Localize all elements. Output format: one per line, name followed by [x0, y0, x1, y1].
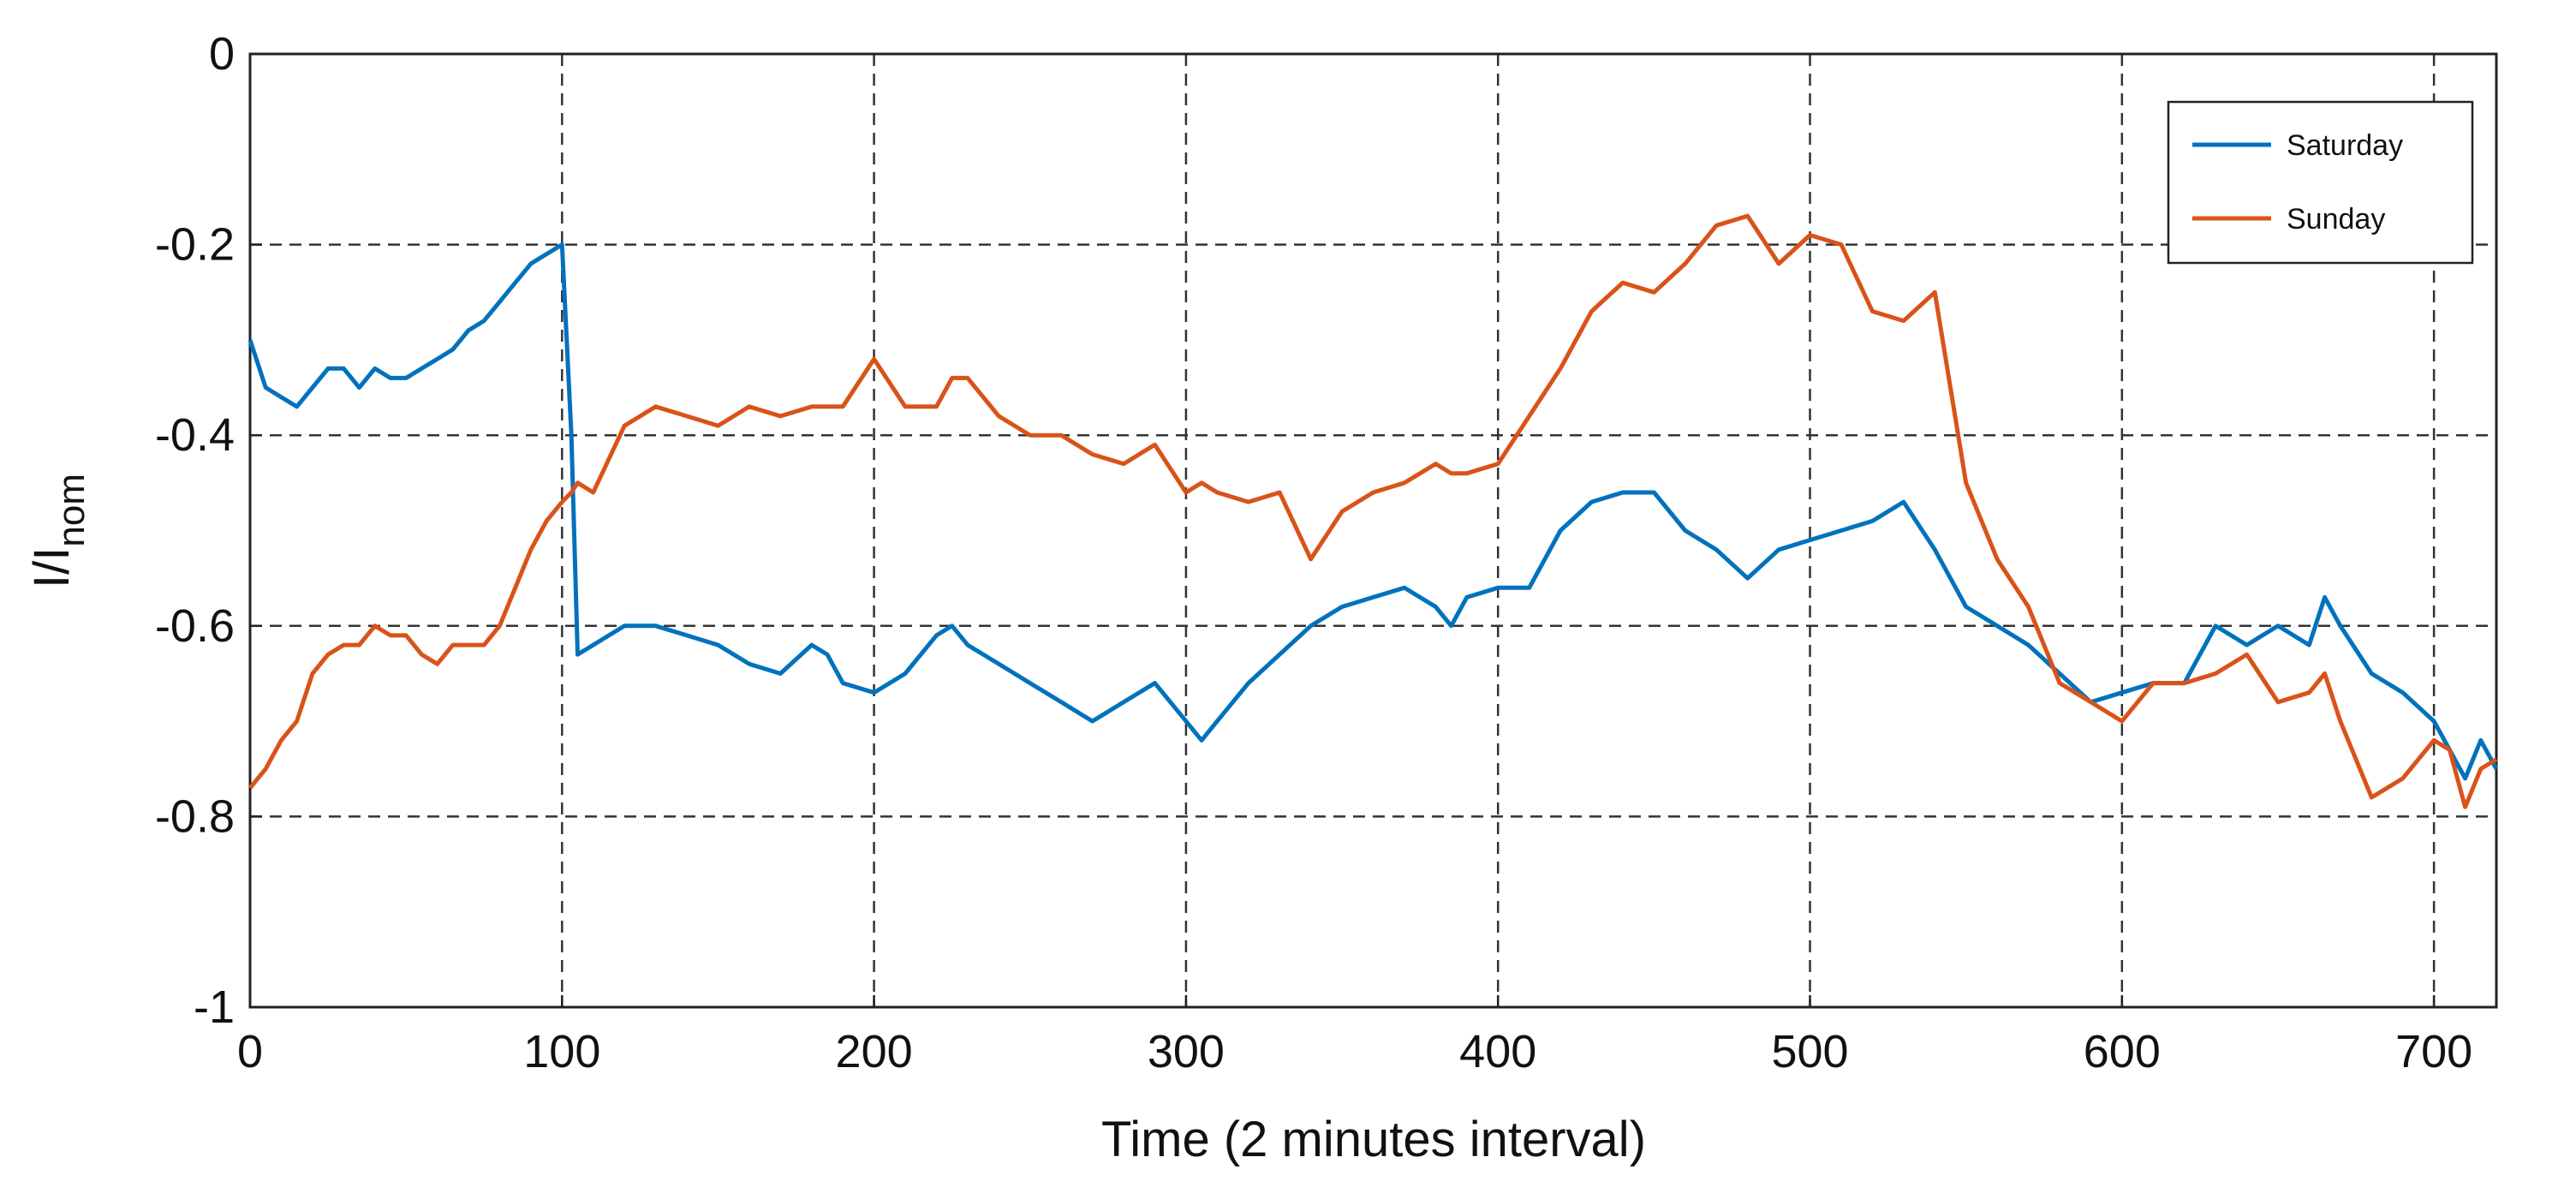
y-tick-label: -0.4 [155, 409, 235, 461]
y-tick-label: -0.6 [155, 600, 235, 652]
y-tick-label: -1 [194, 981, 235, 1033]
series-line [247, 242, 2499, 781]
y-tick-label: -0.2 [155, 219, 235, 271]
x-tick-label: 0 [237, 1026, 263, 1077]
legend-label: Saturday [2287, 129, 2403, 162]
y-axis-label-subscript: nom [51, 474, 92, 547]
x-tick-label: 500 [1771, 1026, 1848, 1077]
legend-label: Sunday [2287, 203, 2385, 236]
x-tick-label: 400 [1459, 1026, 1536, 1077]
plot-frame [248, 52, 2498, 1009]
x-tick-label: 700 [2395, 1026, 2472, 1077]
y-tick-label: -0.8 [155, 790, 235, 842]
y-tick-label: 0 [209, 28, 235, 80]
x-tick-label: 100 [523, 1026, 600, 1077]
series-line [248, 213, 2498, 809]
x-tick-label: 200 [836, 1026, 913, 1077]
legend-box [2167, 100, 2474, 265]
y-axis-label-main: I/I [24, 547, 80, 588]
x-axis-label: Time (2 minutes interval) [1101, 1112, 1646, 1167]
y-axis-label: I/Inom [24, 474, 92, 588]
x-tick-label: 600 [2084, 1026, 2161, 1077]
x-tick-label: 300 [1148, 1026, 1225, 1077]
